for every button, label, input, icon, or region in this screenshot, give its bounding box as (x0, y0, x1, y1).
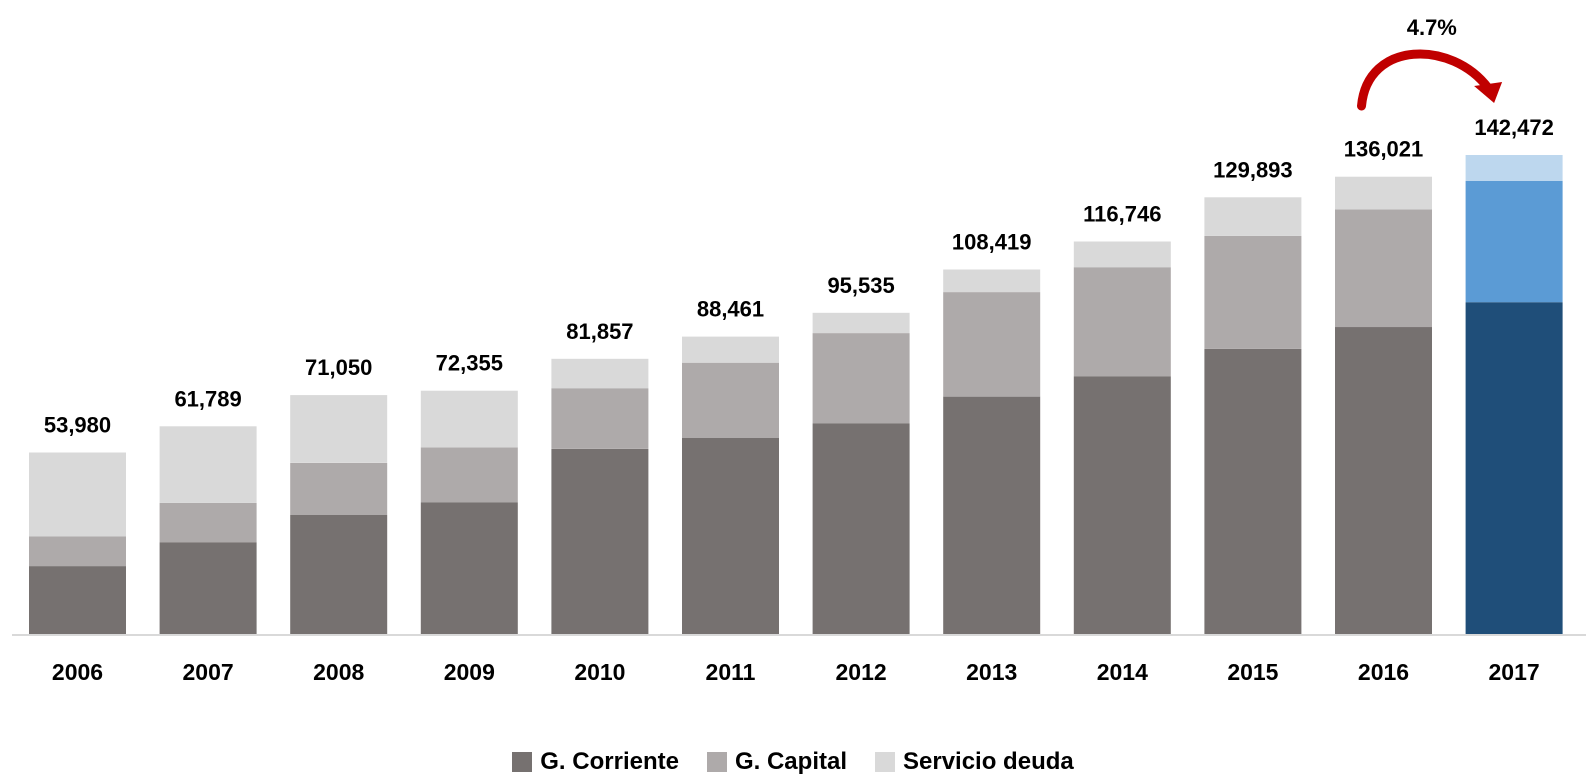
total-label-2016: 136,021 (1344, 137, 1424, 162)
legend-item-g-capital: G. Capital (706, 748, 847, 776)
bar-2017-servicio-deuda (1465, 155, 1563, 181)
bar-2011-g-corriente (682, 438, 779, 634)
x-tick-label-2008: 2008 (313, 659, 364, 685)
x-tick-label-2007: 2007 (183, 659, 234, 685)
total-label-2006: 53,980 (44, 413, 111, 438)
bar-2015-g-corriente (1204, 348, 1302, 634)
bar-2014-servicio-deuda (1073, 241, 1171, 268)
total-label-2017: 142,472 (1474, 115, 1554, 140)
x-tick-label-2006: 2006 (52, 659, 103, 685)
bar-2010-servicio-deuda (551, 358, 649, 389)
total-label-2011: 88,461 (697, 297, 764, 322)
bar-2006-g-capital (29, 536, 126, 567)
total-label-2007: 61,789 (174, 386, 241, 411)
x-tick-label-2013: 2013 (966, 659, 1017, 685)
growth-arrow-head (1474, 82, 1503, 103)
total-label-2014: 116,746 (1083, 202, 1161, 227)
legend-label-g-capital: G. Capital (734, 748, 847, 775)
bar-2009-g-capital (420, 447, 518, 503)
bar-2006-g-corriente (29, 566, 126, 634)
bars-group (29, 155, 1563, 634)
bar-2017-g-corriente (1465, 302, 1563, 634)
bar-2007-g-capital (159, 502, 257, 543)
x-tick-labels-group: 2006 2007 2008 2009 2010 2011 2012 2013 2014 2015… (52, 659, 1540, 685)
bar-2017-g-capital (1465, 180, 1563, 303)
bar-2012-servicio-deuda (812, 312, 910, 334)
bar-2011-servicio-deuda (682, 336, 779, 363)
bar-2008-servicio-deuda (290, 395, 388, 463)
total-label-2015: 129,893 (1213, 157, 1293, 182)
bar-2016-g-capital (1335, 209, 1432, 328)
bar-2009-servicio-deuda (420, 390, 518, 448)
growth-label: 4.7% (1407, 15, 1457, 40)
x-tick-label-2015: 2015 (1227, 659, 1278, 685)
legend-label-g-corriente: G. Corriente (540, 748, 679, 775)
legend-label-servicio-deuda: Servicio deuda (903, 748, 1074, 775)
legend-swatch-servicio-deuda (875, 752, 895, 772)
total-label-2009: 72,355 (436, 351, 503, 376)
bar-2008-g-capital (290, 462, 388, 515)
bar-2016-g-corriente (1335, 327, 1432, 634)
total-label-2008: 71,050 (305, 355, 372, 380)
legend-item-g-corriente: G. Corriente (512, 748, 679, 776)
bar-2014-g-capital (1073, 267, 1171, 377)
bar-2011-g-capital (682, 362, 779, 438)
bar-2010-g-corriente (551, 448, 649, 634)
x-tick-label-2012: 2012 (836, 659, 887, 685)
bar-2015-g-capital (1204, 235, 1302, 349)
bar-chart: 53,980 61,789 71,050 72,355 81,857 88,461 95,5… (12, 15, 1586, 685)
bar-2015-servicio-deuda (1204, 197, 1302, 236)
bar-2013-servicio-deuda (943, 269, 1041, 293)
x-tick-label-2014: 2014 (1097, 659, 1148, 685)
bar-2008-g-corriente (290, 515, 388, 634)
bar-2012-g-corriente (812, 423, 910, 634)
total-label-2010: 81,857 (566, 319, 633, 344)
legend: G. Corriente G. Capital Servicio deuda (0, 742, 1586, 782)
total-labels-group: 53,980 61,789 71,050 72,355 81,857 88,461 95,5… (44, 115, 1554, 438)
bar-2009-g-corriente (420, 502, 518, 634)
legend-item-servicio-deuda: Servicio deuda (875, 748, 1074, 776)
total-label-2013: 108,419 (952, 230, 1032, 255)
legend-swatch-g-capital (706, 752, 727, 772)
total-label-2012: 95,535 (827, 273, 894, 298)
bar-2013-g-corriente (943, 396, 1041, 634)
legend-swatch-g-corriente (512, 752, 533, 772)
bar-2013-g-capital (943, 292, 1041, 397)
x-tick-label-2016: 2016 (1358, 659, 1409, 685)
growth-annotation: 4.7% (1357, 15, 1503, 111)
bar-2010-g-capital (551, 388, 649, 449)
x-tick-label-2010: 2010 (574, 659, 625, 685)
bar-2014-g-corriente (1073, 376, 1171, 634)
bar-2007-g-corriente (159, 542, 257, 634)
bar-2012-g-capital (812, 333, 910, 424)
bar-2007-servicio-deuda (159, 426, 257, 503)
bar-2016-servicio-deuda (1335, 176, 1432, 210)
x-tick-label-2017: 2017 (1489, 659, 1540, 685)
growth-arrow (1357, 49, 1493, 111)
bar-2006-servicio-deuda (29, 452, 126, 537)
x-tick-label-2009: 2009 (444, 659, 495, 685)
x-tick-label-2011: 2011 (706, 659, 756, 685)
